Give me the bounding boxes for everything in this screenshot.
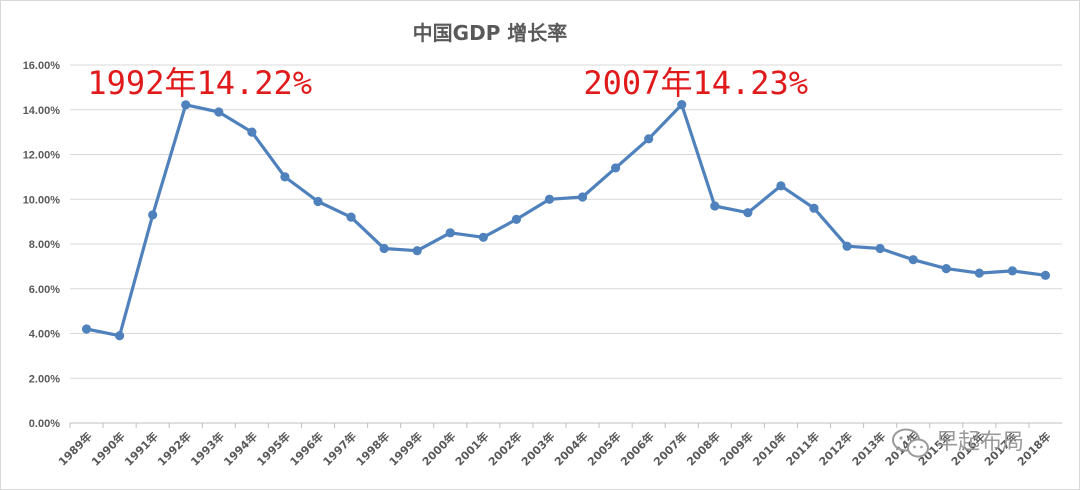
data-point (214, 107, 224, 117)
data-point (908, 255, 918, 265)
y-tick-label: 16.00% (23, 60, 61, 72)
data-points (81, 100, 1051, 341)
data-point (611, 163, 621, 173)
y-tick-label: 4.00% (29, 329, 60, 341)
data-point (247, 127, 257, 137)
data-point (842, 241, 852, 251)
watermark-text: 早起布局 (936, 430, 1024, 455)
y-tick-label: 8.00% (29, 239, 60, 251)
data-point (280, 172, 290, 182)
data-point (875, 243, 885, 254)
series-line (86, 103, 1046, 338)
y-tick-label: 2.00% (29, 373, 60, 385)
data-point (974, 268, 984, 278)
data-point (81, 324, 92, 334)
data-point (478, 232, 488, 242)
y-tick-label: 12.00% (23, 150, 61, 162)
data-point (710, 201, 720, 211)
data-point (511, 214, 521, 224)
y-tick-label: 6.00% (29, 284, 60, 296)
data-point (677, 100, 687, 110)
data-point (346, 212, 356, 222)
y-tick-label: 14.00% (23, 105, 61, 117)
y-tick-label: 0.00% (29, 418, 60, 430)
wechat-icon (892, 428, 929, 458)
data-point (1040, 270, 1051, 280)
data-point (412, 246, 422, 256)
y-tick-label: 10.00% (23, 194, 61, 206)
data-point (941, 264, 951, 274)
data-point (809, 203, 819, 213)
y-axis-ticks: 0.00% 2.00% 4.00% 6.00% 8.00% 10.00% 12.00% 14.… (23, 60, 61, 430)
data-point (379, 243, 389, 254)
data-point (776, 181, 786, 191)
chart-title: 中国GDP 增长率 (413, 21, 568, 45)
annotation-label: 2007年14.23% (583, 64, 808, 102)
data-point (577, 192, 588, 202)
data-point (148, 210, 158, 220)
watermark: 早起布局 (892, 428, 1024, 458)
data-point (313, 196, 323, 207)
data-point (181, 100, 191, 110)
data-point (115, 331, 125, 341)
data-point (1007, 266, 1018, 276)
annotations: 1992年14.22% 2007年14.23% (87, 64, 808, 102)
data-point (445, 228, 455, 238)
data-point (644, 134, 654, 144)
data-point (743, 208, 753, 218)
annotation-label: 1992年14.22% (87, 64, 312, 102)
data-point (544, 194, 555, 204)
